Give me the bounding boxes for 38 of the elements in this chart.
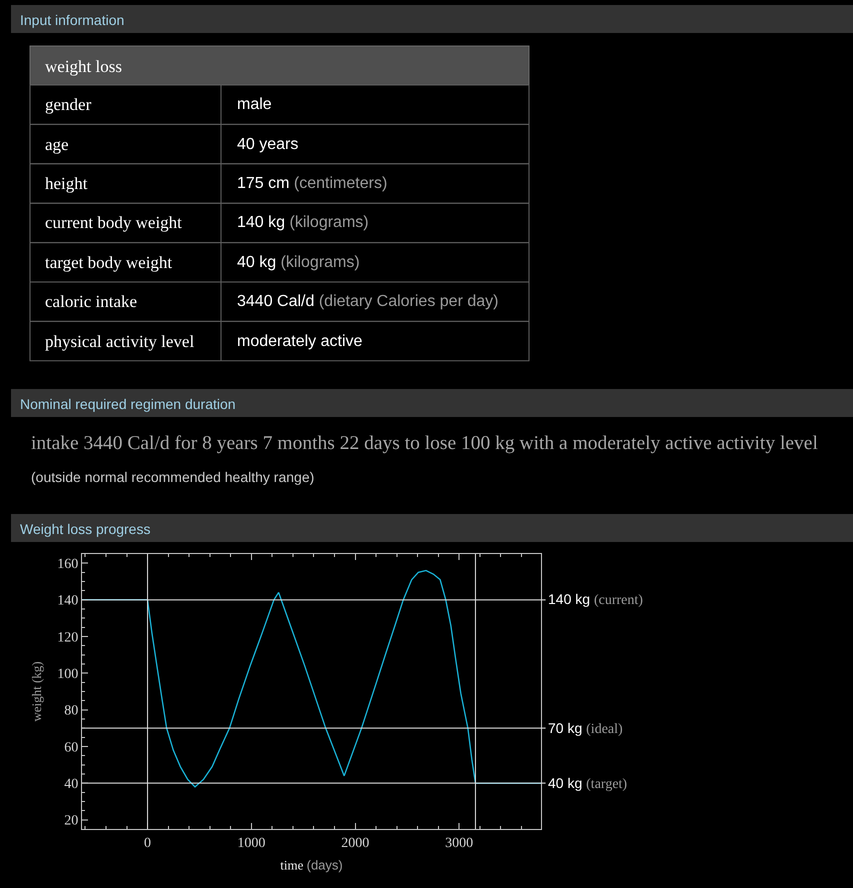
- text: 175 cm (centimeters): [237, 175, 388, 192]
- text: gender: [45, 95, 92, 114]
- text: target body weight: [45, 253, 172, 272]
- text: moderately active: [237, 333, 362, 350]
- text: (outside normal recommended healthy range): [31, 469, 314, 485]
- text: 3440 Cal/d (dietary Calories per day): [237, 293, 498, 310]
- y-tick-label: 60: [64, 740, 78, 756]
- y-tick-label: 80: [64, 704, 78, 719]
- text: 40 kg (kilograms): [237, 254, 360, 271]
- ref-line-label: 40 kg (target): [548, 775, 628, 792]
- y-tick-label: 160: [57, 557, 78, 572]
- ref-line-label: 140 kg (current): [548, 591, 644, 608]
- ref-line-label: 70 kg (ideal): [548, 720, 624, 737]
- text: current body weight: [45, 213, 182, 232]
- x-tick-label: 1000: [237, 836, 266, 851]
- y-tick-label: 20: [64, 814, 78, 829]
- chart-title: Weight loss progress: [20, 521, 150, 537]
- y-tick-label: 100: [57, 667, 78, 682]
- y-tick-label: 40: [64, 777, 78, 792]
- y-tick-label: 140: [57, 594, 78, 609]
- text: physical activity level: [45, 332, 194, 351]
- text: 40 years: [237, 136, 298, 153]
- text: Nominal required regimen duration: [20, 396, 236, 412]
- y-axis-title: weight (kg): [29, 661, 44, 722]
- text: age: [45, 135, 69, 154]
- text: height: [45, 174, 88, 193]
- x-tick-label: 2000: [341, 836, 370, 851]
- y-tick-label: 120: [57, 630, 78, 646]
- text: weight loss: [45, 57, 122, 76]
- x-tick-label: 3000: [445, 836, 474, 851]
- text: 140 kg (kilograms): [237, 214, 369, 231]
- text: intake 3440 Cal/d for 8 years 7 months 22 days to lose 100 kg with a moderately active activity level: [31, 433, 818, 454]
- text: male: [237, 96, 272, 113]
- line-series: [82, 570, 541, 788]
- text: Input information: [20, 12, 124, 28]
- x-tick-label: 0: [144, 836, 152, 851]
- text: caloric intake: [45, 292, 138, 311]
- x-axis-title: time (days): [280, 857, 343, 872]
